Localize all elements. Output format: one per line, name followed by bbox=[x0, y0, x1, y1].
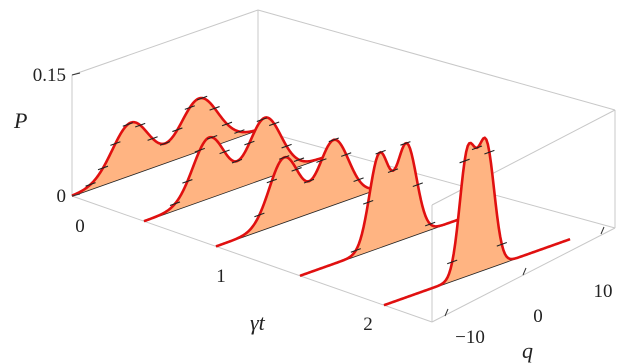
z-tick-mark bbox=[71, 193, 81, 197]
data-point bbox=[122, 122, 133, 127]
data-point bbox=[341, 152, 352, 157]
x-tick-label: 10 bbox=[594, 281, 613, 302]
data-point bbox=[316, 158, 327, 163]
data-point bbox=[182, 179, 193, 184]
data-point bbox=[279, 155, 290, 160]
data-point bbox=[85, 182, 96, 187]
data-point bbox=[496, 242, 507, 247]
data-point bbox=[363, 199, 374, 205]
data-point bbox=[400, 141, 411, 146]
box-edge bbox=[431, 109, 616, 206]
box-edge bbox=[257, 129, 616, 229]
series-curve-t0 bbox=[71, 95, 259, 197]
x-axis-label: q bbox=[522, 338, 533, 363]
data-point bbox=[350, 248, 361, 253]
data-point bbox=[484, 149, 495, 155]
series-area bbox=[216, 139, 402, 247]
box-edge bbox=[71, 195, 433, 323]
data-point bbox=[387, 168, 399, 174]
data-point bbox=[219, 149, 230, 155]
data-point bbox=[459, 158, 470, 164]
y-axis: 0 1 2 γt bbox=[75, 216, 373, 335]
series-curve-t1 bbox=[143, 116, 331, 223]
y-tick-label: 1 bbox=[216, 266, 226, 287]
data-point bbox=[207, 135, 218, 140]
z-axis-label: P bbox=[13, 108, 27, 133]
data-point bbox=[184, 105, 195, 110]
series-curve-t3 bbox=[299, 141, 487, 278]
series-area bbox=[72, 98, 258, 196]
data-point bbox=[256, 117, 267, 123]
x-tick-mark bbox=[522, 267, 527, 276]
series-area bbox=[384, 137, 570, 306]
x-tick-label: 0 bbox=[533, 306, 543, 327]
y-tick-label: 0 bbox=[75, 216, 85, 237]
data-point bbox=[447, 259, 458, 265]
data-point bbox=[471, 145, 483, 151]
data-point bbox=[254, 212, 265, 218]
box-edge bbox=[71, 9, 259, 76]
data-point bbox=[231, 158, 243, 164]
data-point bbox=[209, 106, 220, 111]
data-point bbox=[169, 201, 181, 207]
data-point bbox=[269, 121, 280, 127]
y-axis-label: γt bbox=[250, 310, 266, 335]
series-area bbox=[300, 143, 486, 276]
data-point bbox=[147, 136, 158, 141]
data-point bbox=[194, 147, 205, 153]
data-point bbox=[266, 178, 277, 184]
data-point bbox=[291, 167, 302, 172]
data-point bbox=[221, 121, 233, 127]
data-point bbox=[303, 178, 315, 184]
data-point bbox=[375, 149, 386, 155]
data-point bbox=[244, 140, 255, 146]
series-area bbox=[144, 117, 330, 222]
data-point bbox=[412, 182, 423, 187]
data-point bbox=[281, 143, 292, 149]
y-tick-label: 2 bbox=[363, 314, 373, 335]
x-tick-mark bbox=[444, 308, 449, 317]
x-tick-label: −10 bbox=[455, 327, 485, 348]
z-axis: 0 0.15 P bbox=[13, 65, 81, 207]
z-tick-label: 0 bbox=[57, 186, 67, 207]
x-tick-mark bbox=[600, 226, 605, 235]
data-point bbox=[135, 122, 146, 128]
data-point bbox=[353, 177, 364, 183]
box-edge bbox=[257, 9, 616, 111]
data-point bbox=[159, 141, 171, 146]
data-point bbox=[425, 221, 436, 227]
data-point bbox=[293, 157, 305, 163]
z-tick-mark bbox=[71, 72, 81, 76]
data-point bbox=[110, 141, 121, 146]
data-point bbox=[97, 165, 109, 171]
x-axis: −10 0 10 q bbox=[444, 226, 613, 363]
series-curve-t4 bbox=[383, 136, 571, 307]
data-point bbox=[197, 95, 208, 101]
z-tick-label: 0.15 bbox=[33, 65, 66, 86]
data-point bbox=[234, 129, 245, 134]
data-point bbox=[172, 127, 183, 133]
data-point bbox=[328, 137, 339, 143]
series-group bbox=[71, 95, 571, 307]
